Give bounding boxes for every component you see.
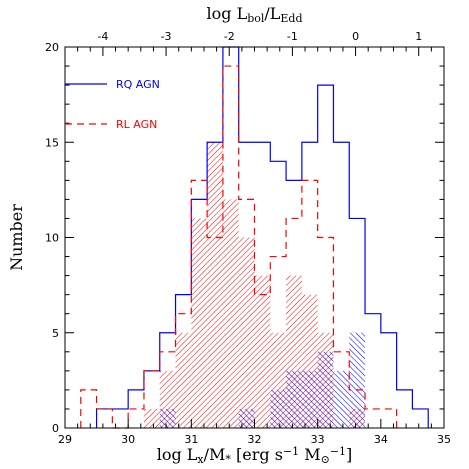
x-tick-label: 35 — [437, 433, 451, 446]
rq-agn-hatched-bar — [317, 351, 334, 428]
x-tick-label: 31 — [184, 433, 198, 446]
rq-agn-legend-label: RQ AGN — [116, 78, 160, 91]
rl-agn-legend-label: RL AGN — [116, 118, 157, 131]
top-x-tick-label: -2 — [224, 30, 235, 43]
x-axis-label: log Lx/M* [erg s−1 M⊙−1] — [157, 445, 353, 466]
top-x-tick-label: 1 — [415, 30, 422, 43]
y-tick-label: 10 — [45, 232, 59, 245]
legend: RQ AGN RL AGN — [65, 78, 160, 131]
rq-agn-hatched-bar — [349, 332, 366, 428]
y-tick-label: 20 — [45, 41, 59, 54]
rl-agn-hatched-bar — [207, 142, 223, 428]
y-tick-label: 0 — [52, 422, 59, 435]
top-x-tick-label: -4 — [97, 30, 108, 43]
rq-agn-hatched-bar — [159, 408, 176, 428]
top-x-tick-label: -1 — [287, 30, 298, 43]
y-tick-label: 5 — [52, 327, 59, 340]
x-tick-label: 34 — [374, 433, 388, 446]
rq-agn-hatched-bar — [286, 370, 302, 428]
rl-agn-hatched-bar — [175, 332, 192, 428]
rl-agn-hatched-bar — [191, 218, 208, 428]
rl-agn-histogram-line — [80, 65, 398, 429]
rq-agn-hatched-bar — [270, 389, 287, 428]
rl-agn-hatched-bar — [254, 275, 271, 428]
x-tick-label: 29 — [58, 433, 72, 446]
rl-agn-hatched-bar — [143, 408, 160, 428]
rq-agn-hatched-bar — [333, 370, 350, 428]
x-tick-label: 33 — [311, 433, 325, 446]
rl-agn-hatched-bar — [238, 237, 255, 428]
top-x-tick-label: 0 — [352, 30, 359, 43]
y-axis-label: Number — [7, 204, 26, 271]
hatched-bars — [143, 142, 366, 428]
histogram-outlines — [80, 46, 429, 429]
rq-agn-hatched-bar — [238, 408, 255, 428]
rl-agn-hatched-bar — [222, 199, 239, 428]
axis-ticks — [64, 46, 445, 429]
y-tick-label: 15 — [45, 136, 59, 149]
rq-agn-hatched-bar — [301, 370, 318, 428]
top-x-axis-label: log Lbol/LEdd — [206, 4, 302, 25]
top-x-tick-label: -3 — [161, 30, 172, 43]
x-tick-label: 30 — [121, 433, 135, 446]
x-tick-label: 32 — [248, 433, 262, 446]
